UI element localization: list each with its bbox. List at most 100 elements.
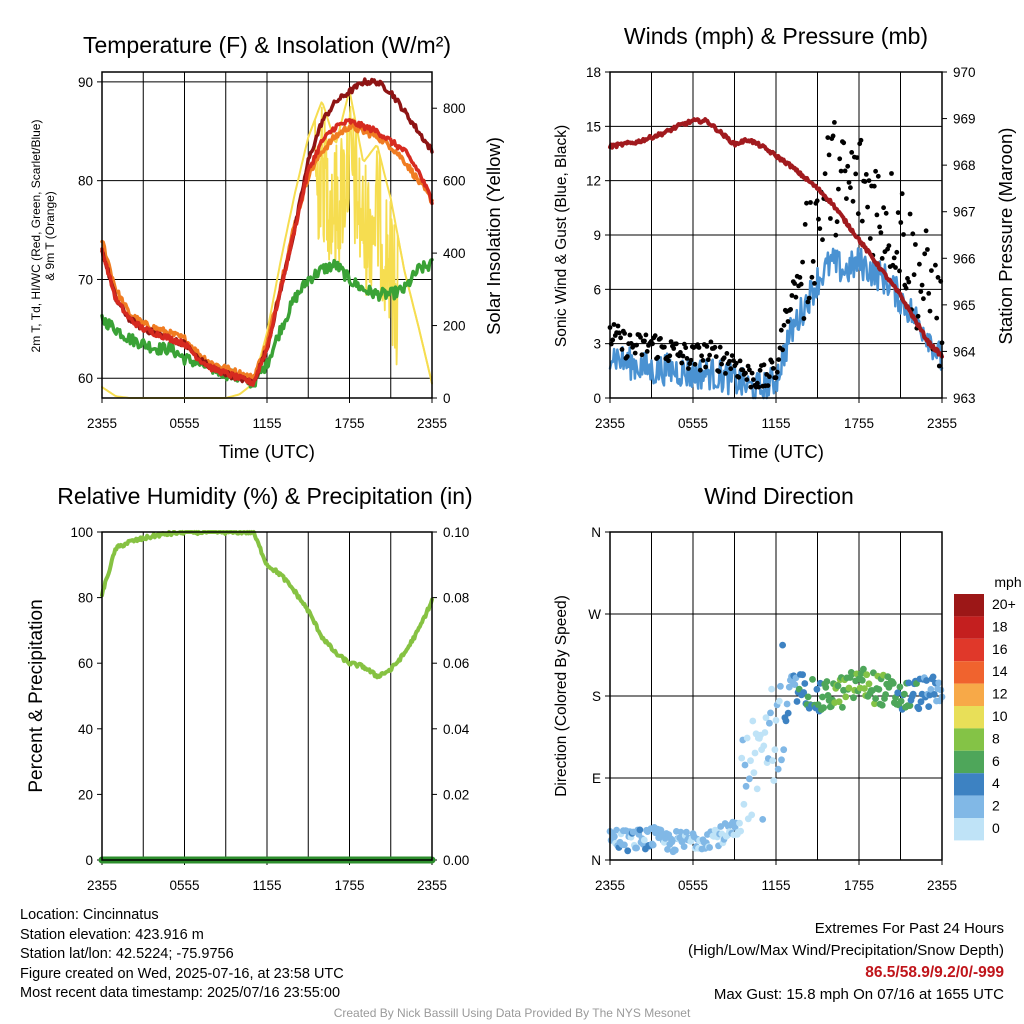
gust-dot <box>655 354 661 360</box>
direction-dot <box>784 709 792 717</box>
gust-dot <box>680 353 686 359</box>
gust-dot <box>805 299 811 305</box>
recent-timestamp: Most recent data timestamp: 2025/07/16 2… <box>20 985 341 1001</box>
direction-dot <box>865 680 873 688</box>
legend-label: 18 <box>992 618 1008 634</box>
gust-dot <box>927 308 933 314</box>
gust-dot <box>883 210 889 216</box>
direction-dot <box>769 757 777 764</box>
legend-swatch <box>954 706 984 729</box>
gust-dot <box>789 293 795 298</box>
direction-dot <box>937 686 945 694</box>
wind-xtick-label: 2355 <box>927 416 957 431</box>
gust-dot <box>707 352 712 358</box>
rh-y2tick-label: 0.10 <box>443 525 469 540</box>
gust-dot <box>881 205 886 211</box>
direction-dot <box>621 841 628 849</box>
direction-dot <box>834 682 842 690</box>
gust-dot <box>833 232 839 238</box>
rh-ytick-label: 60 <box>78 656 93 671</box>
gust-dot <box>935 275 941 280</box>
gust-dot <box>800 259 805 265</box>
rh-frame <box>101 531 433 861</box>
gust-dot <box>863 172 869 177</box>
temp-xtick-label: 2355 <box>417 416 447 431</box>
gust-dot <box>862 179 868 184</box>
direction-dot <box>761 729 769 736</box>
direction-dot <box>668 838 676 846</box>
gust-dot <box>610 337 616 343</box>
rh-ytick-label: 0 <box>85 853 93 868</box>
gust-dot <box>619 347 625 352</box>
direction-dot <box>611 833 618 840</box>
gust-dot <box>652 333 658 339</box>
legend-label: 10 <box>992 708 1008 724</box>
temp-y2tick-label: 600 <box>443 174 466 189</box>
direction-dot <box>770 777 778 784</box>
gust-dot <box>778 327 784 333</box>
wind-ytick-label: 9 <box>593 228 601 243</box>
direction-dot <box>850 694 857 702</box>
gust-dot <box>877 224 882 230</box>
credit-line: Created By Nick Bassill Using Data Provi… <box>333 1006 691 1020</box>
gust-dot <box>922 251 928 257</box>
gust-dot <box>696 345 702 350</box>
gust-dot <box>737 358 743 364</box>
gust-dot <box>926 291 932 296</box>
gust-dot <box>867 236 873 241</box>
gust-dot <box>893 265 898 270</box>
rh-xtick-label: 1155 <box>252 878 281 893</box>
gust-dot <box>837 156 843 162</box>
temp-y2tick-label: 800 <box>443 101 466 116</box>
direction-dot <box>930 691 938 698</box>
gust-dot <box>728 366 734 372</box>
gust-dot <box>918 289 924 294</box>
gust-dot <box>917 261 922 267</box>
direction-dot <box>613 826 620 834</box>
legend-label: 20+ <box>992 596 1016 612</box>
gust-dot <box>624 354 630 359</box>
gust-dot <box>780 347 785 353</box>
gust-dot <box>894 249 900 255</box>
direction-dot <box>897 697 905 705</box>
direction-dot <box>762 714 770 722</box>
gust-dot <box>855 211 861 217</box>
gust-dot <box>850 198 856 204</box>
gust-dot <box>769 359 775 365</box>
legend-title: mph <box>994 574 1021 590</box>
rh-y2tick-label: 0.02 <box>443 787 469 802</box>
dir-ylabel: Direction (Colored By Speed) <box>553 595 570 797</box>
gust-dot <box>751 377 756 382</box>
direction-dot <box>785 683 793 691</box>
gust-dot <box>875 173 881 179</box>
direction-dot <box>878 701 886 709</box>
gust-dot <box>897 268 902 274</box>
gust-dot <box>723 371 728 376</box>
gust-dot <box>666 358 671 364</box>
direction-dot <box>771 746 779 754</box>
gust-dot <box>740 367 746 373</box>
gust-dot <box>836 186 841 192</box>
wind-ytick-label: 6 <box>593 282 601 297</box>
temp-y2tick-label: 0 <box>443 391 451 406</box>
gust-dot <box>898 220 904 225</box>
gust-dot <box>727 358 732 364</box>
direction-dot <box>782 717 790 725</box>
gust-dot <box>748 384 754 390</box>
dir-ytick-label: N <box>591 525 601 540</box>
gust-dot <box>933 262 938 268</box>
direction-dot <box>814 701 822 708</box>
direction-dot <box>768 685 775 693</box>
legend-swatch <box>954 728 984 751</box>
temp-y2tick-label: 400 <box>443 246 466 261</box>
direction-dot <box>860 665 867 673</box>
direction-dot <box>636 826 644 834</box>
gust-dot <box>802 222 808 227</box>
gust-dot <box>716 369 722 374</box>
gust-dot <box>615 323 621 329</box>
gust-dot <box>845 163 851 169</box>
dir-ytick-label: N <box>591 853 601 868</box>
rh-xtick-label: 2355 <box>87 878 117 893</box>
gust-dot <box>809 274 815 280</box>
legend-swatch <box>954 818 984 841</box>
